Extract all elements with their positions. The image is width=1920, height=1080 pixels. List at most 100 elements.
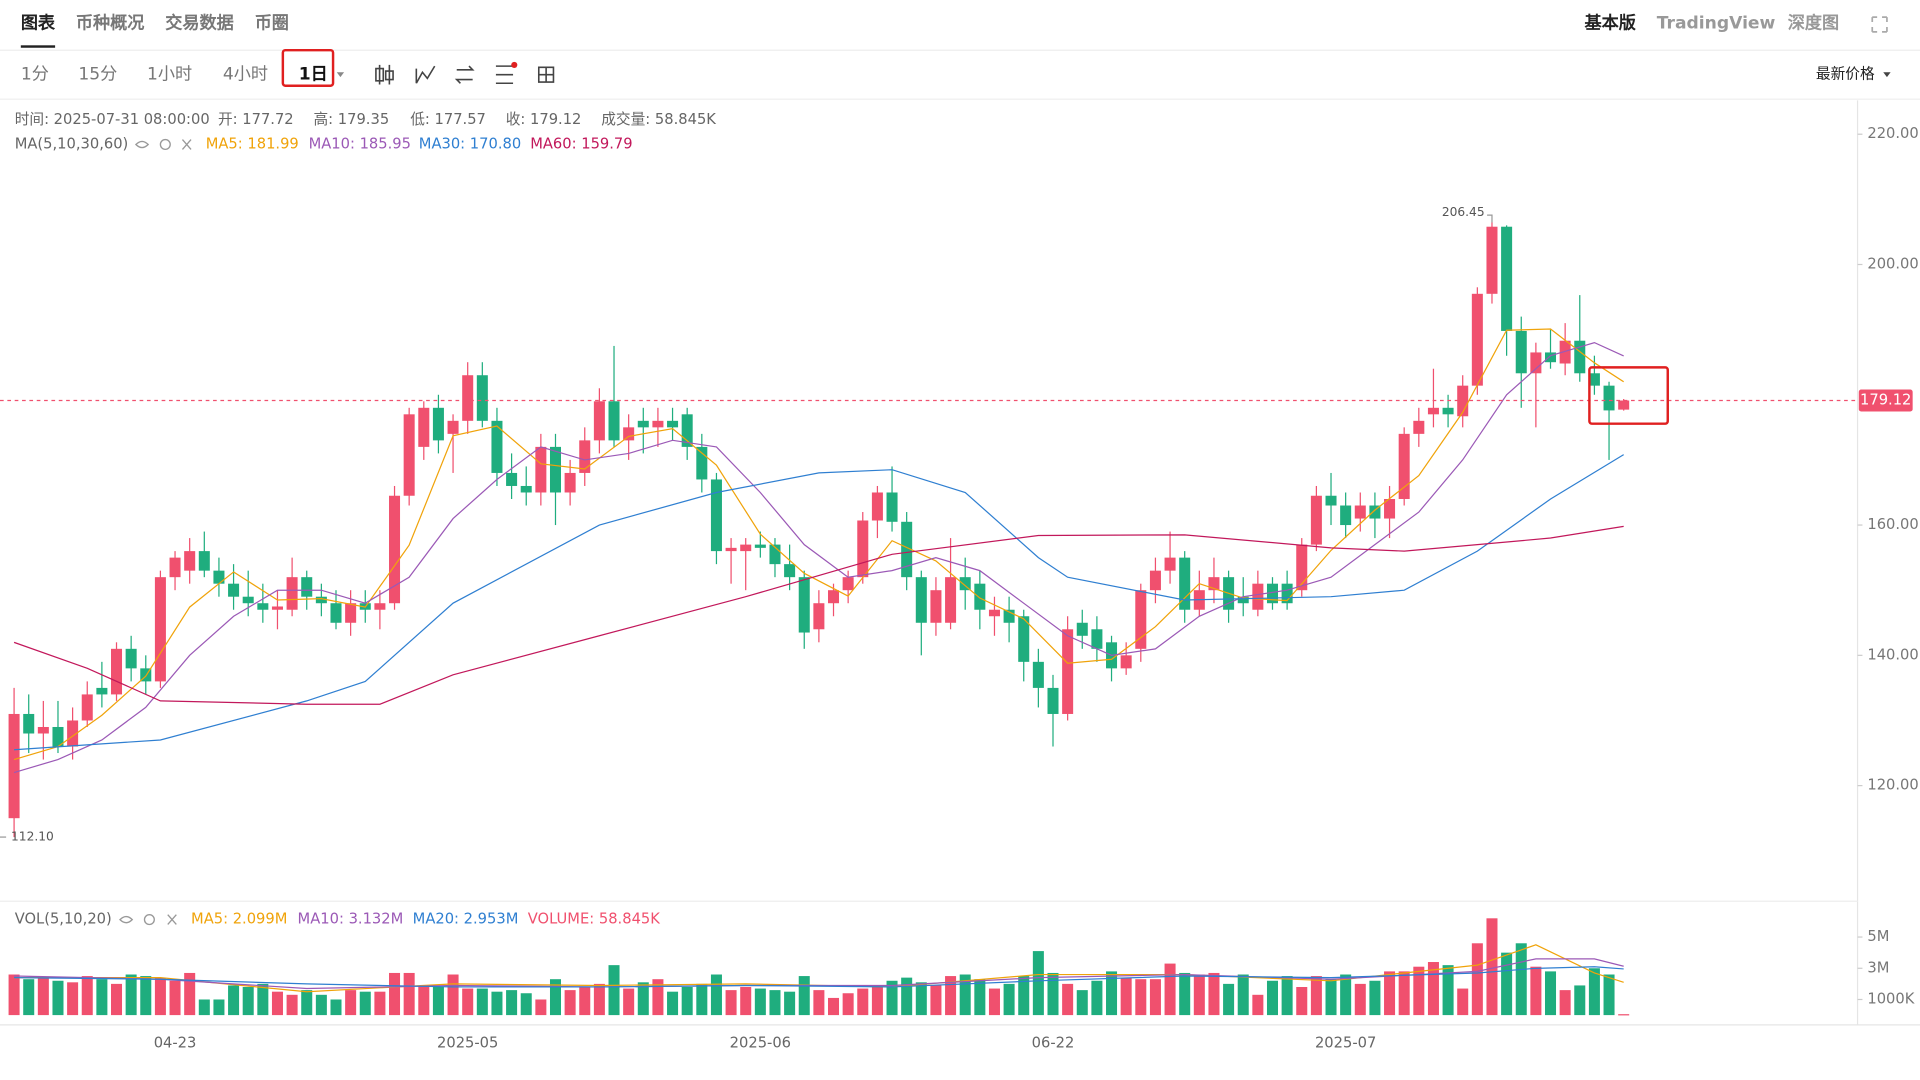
price-type[interactable]: 最新价格 bbox=[1816, 66, 1875, 83]
ma-label: MA(5,10,30,60) bbox=[15, 135, 129, 152]
volume-bar bbox=[330, 999, 342, 1016]
low-label: 112.10 bbox=[11, 830, 54, 844]
tab[interactable]: 交易数据 bbox=[165, 12, 234, 33]
ma-line bbox=[13, 341, 1624, 774]
volume-bar bbox=[111, 983, 123, 1016]
candle-body bbox=[1149, 570, 1161, 591]
volume-bar bbox=[37, 977, 49, 1016]
legend-entry: MA30: 170.80 bbox=[419, 135, 521, 152]
interval[interactable]: 4小时 bbox=[223, 65, 268, 85]
view-option[interactable]: 基本版 bbox=[1584, 12, 1636, 33]
candle-body bbox=[67, 720, 79, 747]
volume-bar bbox=[798, 976, 810, 1016]
candle-body bbox=[1354, 505, 1366, 519]
candle-body bbox=[1603, 385, 1615, 411]
tool-icons[interactable] bbox=[375, 64, 555, 85]
volume-bar bbox=[1164, 963, 1176, 1016]
volume-bar bbox=[1135, 979, 1147, 1016]
candle-body bbox=[271, 606, 283, 610]
candle-body bbox=[1442, 407, 1454, 415]
volume-bar bbox=[96, 979, 108, 1016]
highlight-box bbox=[1588, 366, 1669, 425]
y-tick-label: 200.00 bbox=[1867, 255, 1918, 272]
volume-bar bbox=[1501, 952, 1513, 1016]
volume-bar bbox=[652, 979, 664, 1016]
candle-body bbox=[681, 414, 693, 447]
volume-bar bbox=[1076, 990, 1088, 1016]
ohlc-info: 收: 179.12 bbox=[506, 111, 582, 128]
x-tick-label: 2025-07 bbox=[1315, 1034, 1376, 1051]
volume-bar bbox=[1237, 974, 1249, 1016]
legend-entry: MA5: 181.99 bbox=[206, 135, 299, 152]
x-tick-label: 06-22 bbox=[1032, 1034, 1075, 1051]
candle-body bbox=[828, 590, 840, 604]
volume-bar bbox=[1120, 977, 1132, 1016]
dropdown-arrow[interactable] bbox=[336, 72, 345, 78]
volume-bar bbox=[637, 982, 649, 1016]
ma-line bbox=[13, 525, 1624, 705]
interval[interactable]: 1小时 bbox=[147, 65, 192, 85]
last-price-label: 179.12 bbox=[1860, 392, 1911, 409]
legend-icons[interactable] bbox=[119, 138, 192, 926]
volume-bar bbox=[1179, 972, 1191, 1016]
volume-ma-line bbox=[14, 966, 1624, 988]
candle-body bbox=[959, 577, 971, 591]
tab[interactable]: 币圈 bbox=[255, 13, 289, 33]
volume-bar bbox=[1018, 976, 1030, 1016]
candle-body bbox=[432, 407, 444, 441]
y-tick-label: 120.00 bbox=[1867, 777, 1918, 794]
candle-body bbox=[1296, 544, 1308, 591]
volume-bar bbox=[1413, 966, 1425, 1016]
candle-body bbox=[330, 603, 342, 623]
volume-bar bbox=[1545, 971, 1557, 1016]
view-option[interactable]: TradingView bbox=[1657, 13, 1776, 33]
volume-bar bbox=[286, 994, 298, 1016]
volume-bar bbox=[1618, 1014, 1630, 1016]
candle-body bbox=[345, 603, 357, 623]
candle-body bbox=[549, 446, 561, 493]
tab[interactable]: 币种概况 bbox=[76, 12, 145, 33]
volume-bar bbox=[359, 991, 371, 1016]
legend-entry: MA20: 2.953M bbox=[413, 911, 519, 928]
candle-body bbox=[1266, 583, 1278, 604]
volume-bar bbox=[681, 987, 693, 1016]
volume-bar bbox=[1442, 965, 1454, 1016]
candle-body bbox=[491, 420, 503, 473]
fullscreen-icon[interactable] bbox=[1871, 16, 1888, 33]
candle-body bbox=[1369, 505, 1381, 519]
volume-bar bbox=[213, 999, 225, 1016]
x-tick-label: 04-23 bbox=[154, 1034, 197, 1051]
volume-bar bbox=[1369, 980, 1381, 1016]
dropdown-arrow[interactable] bbox=[1883, 72, 1891, 78]
candle-body bbox=[784, 564, 796, 578]
candle-body bbox=[184, 551, 196, 571]
candle-body bbox=[1179, 557, 1191, 610]
volume-bar bbox=[1193, 974, 1205, 1016]
candle-body bbox=[301, 577, 313, 597]
ohlc-info: 高: 179.35 bbox=[313, 111, 389, 128]
volume-bar bbox=[930, 985, 942, 1016]
v-tick-label: 5M bbox=[1867, 928, 1889, 945]
volume-ma-line bbox=[14, 958, 1624, 990]
legend-entry: MA60: 159.79 bbox=[530, 135, 632, 152]
interval[interactable]: 1分 bbox=[21, 65, 49, 85]
volume-bar bbox=[447, 974, 459, 1016]
tab[interactable]: 图表 bbox=[21, 12, 56, 33]
volume-bar bbox=[1149, 979, 1161, 1016]
candle-body bbox=[37, 726, 49, 734]
volume-bar bbox=[1266, 980, 1278, 1016]
candle-body bbox=[652, 420, 664, 428]
candle-body bbox=[1588, 373, 1600, 386]
candle-body bbox=[1164, 557, 1176, 571]
volume-bar bbox=[125, 974, 137, 1016]
candle-body bbox=[154, 577, 166, 682]
candle-body bbox=[1310, 495, 1322, 545]
candle-body bbox=[23, 713, 35, 734]
candle-body bbox=[1486, 226, 1498, 294]
candle-body bbox=[1032, 661, 1044, 688]
interval[interactable]: 15分 bbox=[78, 65, 117, 85]
volume-ma-line bbox=[14, 944, 1624, 993]
interval[interactable]: 1日 bbox=[299, 65, 328, 85]
view-option[interactable]: 深度图 bbox=[1788, 12, 1839, 33]
volume-bar bbox=[959, 974, 971, 1016]
